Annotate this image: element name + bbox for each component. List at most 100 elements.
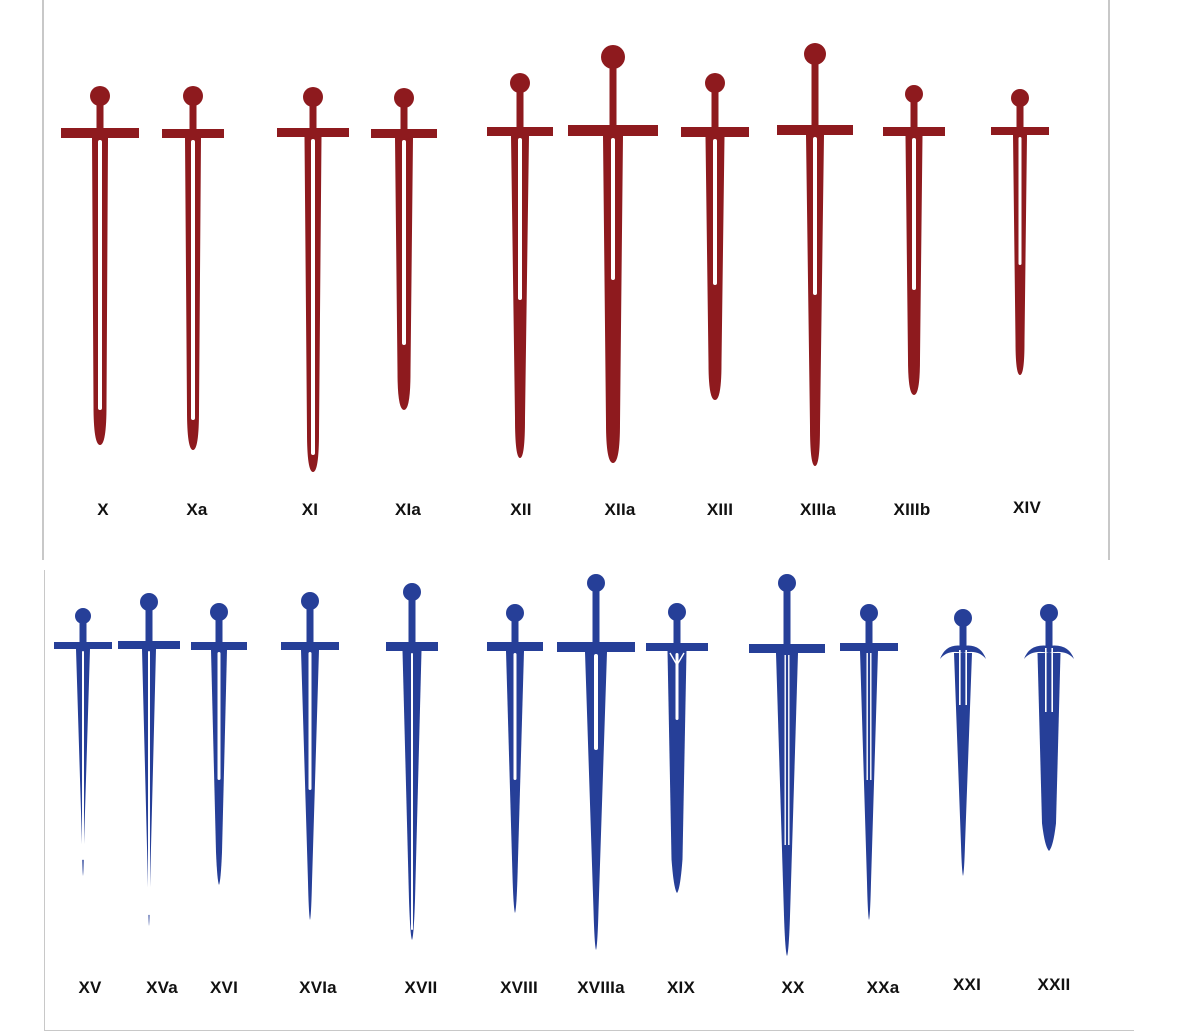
- sword-type-xii: [487, 73, 553, 458]
- fuller-xix: [675, 653, 679, 720]
- guard-xvi: [191, 642, 247, 650]
- fuller-left-xxa: [866, 653, 868, 780]
- fuller-xviiia: [594, 654, 598, 750]
- pommel-xviii: [506, 604, 524, 622]
- sword-type-xva: [118, 593, 180, 926]
- grip-xxa: [865, 620, 873, 644]
- label-xvi: XVI: [209, 978, 239, 997]
- label-xii: XII: [510, 500, 532, 519]
- grip-xxi: [959, 625, 967, 646]
- pommel-xvi: [210, 603, 228, 621]
- sword-type-xiiib: [883, 85, 945, 395]
- pommel-xiia: [601, 45, 625, 69]
- grip-xvia: [306, 608, 314, 643]
- guard-xiii: [681, 127, 749, 137]
- sword-type-xx: [749, 574, 825, 956]
- guard-xia: [371, 129, 437, 138]
- label-xvia: XVIa: [299, 978, 337, 997]
- fuller-xviii: [513, 653, 517, 780]
- pommel-xxa: [860, 604, 878, 622]
- guard-xiiia: [777, 125, 853, 135]
- label-xviii: XVIII: [500, 978, 538, 997]
- label-xvii: XVII: [404, 978, 438, 997]
- fuller-xiia: [611, 138, 615, 280]
- sword-type-xxa: [840, 604, 898, 920]
- blade-xiiia: [806, 135, 824, 466]
- label-xi: XI: [301, 500, 319, 519]
- fuller-x: [98, 140, 102, 410]
- label-xv: XV: [78, 978, 102, 997]
- pommel-xx: [778, 574, 796, 592]
- fuller-xva: [148, 651, 150, 915]
- label-x: X: [97, 500, 109, 519]
- pommel-xiv: [1011, 89, 1029, 107]
- grip-xix: [673, 619, 681, 644]
- pommel-xi: [303, 87, 323, 107]
- grip-xvi: [215, 619, 223, 643]
- grip-xi: [309, 105, 317, 129]
- fuller-xvi: [217, 652, 221, 780]
- grip-xva: [145, 609, 153, 642]
- label-xiiib: XIIIb: [893, 500, 931, 519]
- sword-type-x: [61, 86, 139, 445]
- sword-type-xxi: [940, 609, 986, 876]
- fuller-xvia: [308, 652, 312, 790]
- pommel-xva: [140, 593, 158, 611]
- sword-type-xiv: [991, 89, 1049, 375]
- guard-xii: [487, 127, 553, 136]
- fuller-left-xxii: [1045, 648, 1047, 712]
- guard-xva: [118, 641, 180, 649]
- guard-x: [61, 128, 139, 138]
- fuller-xa: [191, 140, 195, 420]
- label-xiii: XIII: [706, 500, 734, 519]
- blade-xxa: [860, 651, 878, 920]
- guard-xv: [54, 642, 112, 649]
- guard-xix: [646, 643, 708, 651]
- grip-xiv: [1016, 105, 1024, 128]
- grip-xiii: [711, 91, 719, 128]
- fuller-xia: [402, 140, 406, 345]
- label-xxa: XXa: [866, 978, 900, 997]
- grip-xa: [189, 104, 197, 130]
- guard-xxii: [1024, 645, 1074, 659]
- sword-type-xviii: [487, 604, 543, 913]
- grip-xx: [783, 590, 791, 645]
- frame-bottom-line: [44, 1030, 1134, 1031]
- label-xiia: XIIa: [604, 500, 636, 519]
- guard-xi: [277, 128, 349, 137]
- frame-left-line: [42, 0, 44, 560]
- sword-type-xi: [277, 87, 349, 472]
- sword-type-xv: [54, 608, 112, 876]
- pommel-xiiib: [905, 85, 923, 103]
- grip-xviiia: [592, 590, 600, 643]
- frame-right-line: [1108, 0, 1110, 560]
- pommel-xii: [510, 73, 530, 93]
- fuller-xiii: [713, 139, 717, 285]
- fuller-right-xx: [788, 655, 790, 845]
- fuller-xvii: [411, 653, 413, 930]
- pommel-xiiia: [804, 43, 826, 65]
- grip-x: [96, 104, 104, 129]
- label-xva: XVa: [146, 978, 178, 997]
- fuller-left-xx: [784, 655, 786, 845]
- label-xia: XIa: [394, 500, 422, 519]
- guard-xvii: [386, 642, 438, 651]
- pommel-x: [90, 86, 110, 106]
- fuller-xi: [311, 139, 315, 455]
- fuller-xiiib: [912, 138, 916, 290]
- label-xiiia: XIIIa: [800, 500, 836, 519]
- guard-xiv: [991, 127, 1049, 135]
- pommel-xiii: [705, 73, 725, 93]
- fuller-xii: [518, 138, 522, 300]
- label-xiv: XIV: [1012, 498, 1042, 517]
- pommel-xxi: [954, 609, 972, 627]
- grip-xv: [79, 622, 87, 643]
- fuller-right-xxa: [870, 653, 872, 780]
- grip-xii: [516, 91, 524, 128]
- pommel-xix: [668, 603, 686, 621]
- label-xxi: XXI: [952, 975, 982, 994]
- label-xa: Xa: [186, 500, 208, 519]
- fuller-right-xxi: [965, 650, 967, 705]
- blade-xviii: [506, 651, 524, 913]
